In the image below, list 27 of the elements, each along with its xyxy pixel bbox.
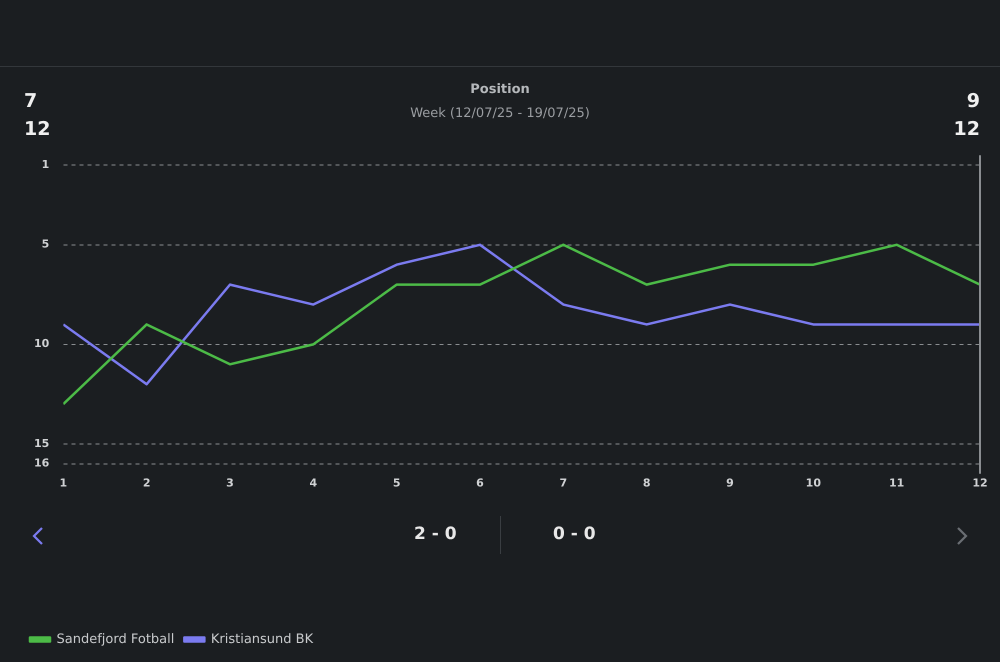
legend-label: Kristiansund BK xyxy=(210,632,314,647)
text: 7 xyxy=(24,90,38,112)
x-tick-label: 7 xyxy=(559,476,568,490)
x-tick-label: 12 xyxy=(972,476,988,490)
chart-subtitle: Week (12/07/25 - 19/07/25) xyxy=(410,106,590,121)
text: 12 xyxy=(24,118,50,140)
legend-label: Sandefjord Fotball xyxy=(56,632,174,647)
y-tick-label: 5 xyxy=(42,238,50,251)
x-tick-label: 3 xyxy=(226,476,234,490)
x-tick-label: 8 xyxy=(642,476,650,490)
y-tick-label: 1 xyxy=(42,158,50,172)
chart-title: Position xyxy=(470,82,530,98)
x-tick-label: 9 xyxy=(726,476,734,490)
x-tick-label: 10 xyxy=(806,476,822,490)
x-tick-label: 11 xyxy=(889,476,904,490)
x-tick-label: 4 xyxy=(309,476,318,490)
text: 0 - 0 xyxy=(553,524,596,544)
x-tick-label: 6 xyxy=(476,476,484,490)
x-tick-label: 1 xyxy=(59,476,68,490)
text: 9 xyxy=(966,90,980,112)
x-tick-label: 5 xyxy=(392,476,400,490)
text: 2 - 0 xyxy=(414,524,457,544)
x-tick-label: 2 xyxy=(142,476,150,490)
text: 12 xyxy=(954,118,980,140)
y-tick-label: 16 xyxy=(34,456,50,470)
y-tick-label: 10 xyxy=(34,337,50,350)
y-tick-label: 15 xyxy=(34,436,50,450)
